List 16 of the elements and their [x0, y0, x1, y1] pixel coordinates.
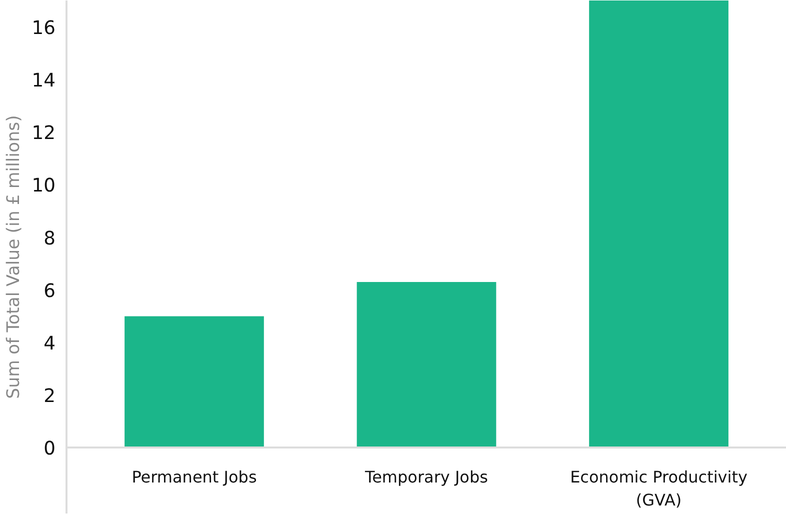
y-tick-label: 0: [44, 438, 56, 460]
y-tick-label: 10: [32, 176, 56, 197]
y-tick-label: 8: [44, 228, 56, 250]
x-tick-label: Economic Productivity (GVA): [570, 468, 748, 510]
y-tick-label: 14: [32, 70, 56, 92]
y-tick-label: 4: [44, 334, 56, 354]
y-tick-label: 16: [32, 18, 56, 39]
bar: [589, 0, 728, 448]
bar: [124, 316, 264, 448]
y-tick-label: 6: [44, 280, 56, 302]
bar: [356, 282, 496, 448]
x-tick-label: Permanent Jobs: [132, 468, 257, 487]
y-tick-label: 2: [44, 386, 56, 408]
x-tick-label: Temporary Jobs: [364, 468, 488, 487]
y-tick-label: 12: [32, 123, 56, 144]
y-axis-title: Sum of Total Value (in £ millions): [4, 115, 24, 399]
